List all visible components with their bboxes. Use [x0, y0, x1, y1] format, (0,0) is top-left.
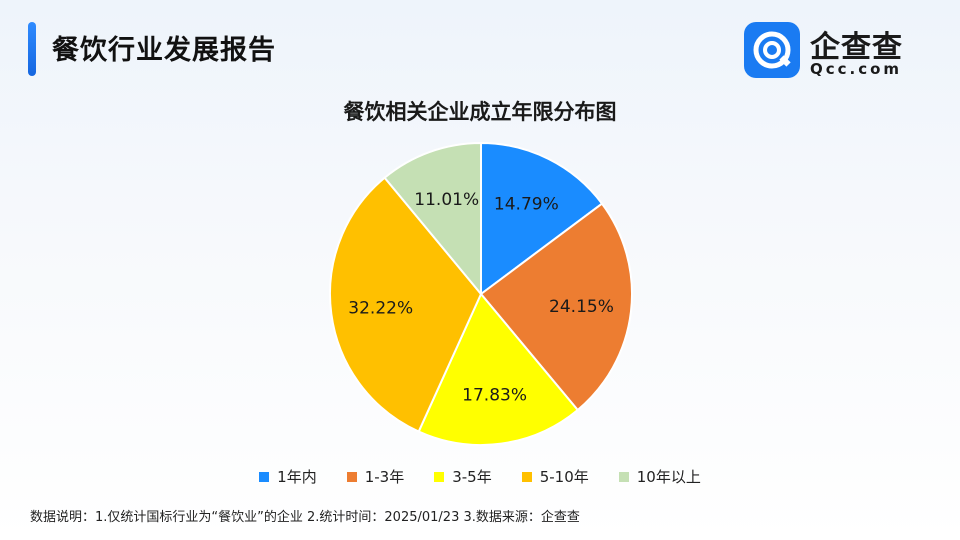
pie-slice [417, 292, 580, 446]
legend-label: 3-5年 [452, 468, 492, 486]
slice-data-label: 14.79% [494, 195, 559, 215]
qcc-logo: 企查查 Qcc.com [744, 22, 934, 78]
legend-label: 10年以上 [636, 468, 701, 486]
slice-data-label: 32.22% [348, 298, 413, 318]
pie-slice [383, 141, 482, 297]
chart-legend: 1年内 1-3年 3-5年 5-10年 10年以上 [0, 466, 960, 487]
title-accent-bar [28, 22, 36, 76]
legend-item: 1年内 [259, 466, 317, 487]
pie-slice [329, 176, 483, 433]
legend-swatch [346, 471, 357, 482]
legend-item: 5-10年 [521, 466, 589, 487]
logo-name: 企查查 [810, 30, 903, 65]
legend-swatch [259, 471, 270, 482]
logo-domain: Qcc.com [810, 60, 903, 78]
chart-title: 餐饮相关企业成立年限分布图 [343, 100, 617, 124]
pie-chart: 14.79% 24.15% 17.83% 32.22% 11.01% [329, 141, 633, 446]
legend-item: 3-5年 [434, 466, 492, 487]
page-title: 餐饮行业发展报告 [52, 35, 276, 66]
pie-slice [479, 202, 633, 412]
legend-label: 1年内 [277, 468, 317, 486]
legend-item: 1-3年 [346, 466, 405, 487]
legend-swatch [618, 471, 629, 482]
legend-label: 5-10年 [539, 468, 589, 486]
legend-swatch [434, 471, 445, 482]
slice-data-label: 24.15% [549, 297, 614, 317]
legend-item: 10年以上 [618, 466, 701, 487]
legend-label: 1-3年 [364, 468, 405, 486]
qcc-logo-icon [744, 22, 800, 78]
pie-slice [480, 141, 604, 296]
slice-data-label: 11.01% [414, 190, 479, 210]
footnote: 数据说明：1.仅统计国标行业为“餐饮业”的企业 2.统计时间：2025/01/2… [30, 510, 580, 525]
legend-swatch [521, 471, 532, 482]
slice-data-label: 17.83% [462, 385, 527, 405]
